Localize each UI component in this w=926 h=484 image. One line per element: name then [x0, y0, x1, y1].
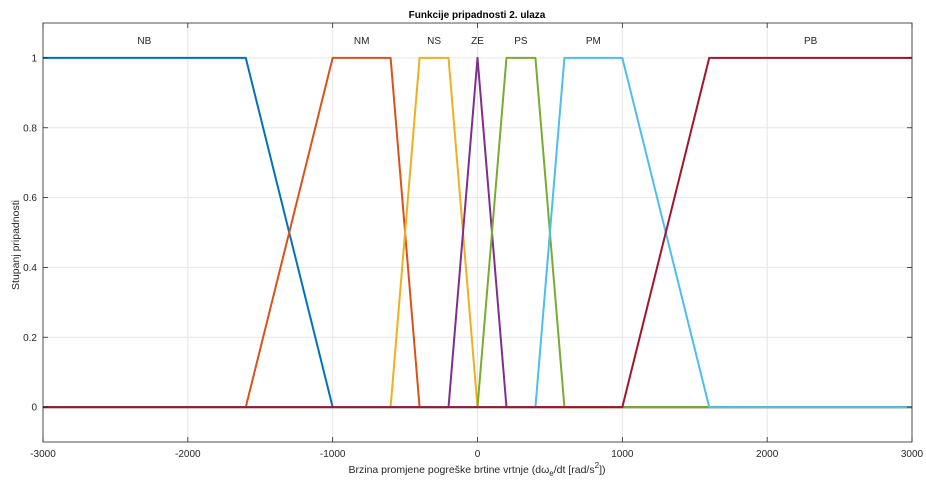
x-axis-label-end: ]) — [599, 464, 605, 476]
membership-labels: NB NM NS ZE PS PM PB — [137, 36, 817, 47]
mf-label-ns: NS — [427, 36, 441, 47]
x-axis-label: Brzina promjene pogreške brtine vrtnje (… — [349, 461, 606, 478]
x-tick-label: 3000 — [901, 449, 924, 460]
x-tick-label: 2000 — [756, 449, 779, 460]
y-axis-label: Stupanj pripadnosti — [10, 200, 22, 290]
x-tick-label: -3000 — [30, 449, 56, 460]
mf-label-pm: PM — [586, 36, 601, 47]
ticks: -3000 -2000 -1000 0 1000 2000 3000 0 0.2 0.4 0.6 0.… — [23, 23, 924, 460]
chart-title: Funkcije pripadnosti 2. ulaza — [409, 10, 546, 21]
mf-label-ps: PS — [514, 36, 528, 47]
x-tick-label: 0 — [475, 449, 481, 460]
x-tick-label: -2000 — [175, 449, 201, 460]
mf-label-ze: ZE — [471, 36, 484, 47]
y-tick-label: 0.2 — [23, 333, 37, 344]
x-axis-label-sup: 2 — [595, 461, 600, 470]
grid — [42, 23, 913, 442]
x-axis-label-main: Brzina promjene pogreške brtine vrtnje (… — [349, 464, 550, 476]
x-axis-label-sub: e — [549, 469, 554, 478]
mf-label-pb: PB — [804, 36, 818, 47]
y-tick-label: 0.8 — [23, 123, 37, 134]
y-tick-label: 0 — [31, 403, 37, 414]
series-layer — [43, 56, 912, 409]
mf-label-nm: NM — [354, 36, 370, 47]
y-tick-label: 0.6 — [23, 193, 37, 204]
x-tick-label: 1000 — [611, 449, 634, 460]
mf-label-nb: NB — [137, 36, 151, 47]
y-tick-label: 1 — [31, 53, 37, 64]
x-axis-label-mid: /dt [rad/s — [554, 464, 595, 476]
x-tick-label: -1000 — [320, 449, 346, 460]
y-tick-label: 0.4 — [23, 263, 37, 274]
series-pb-line — [43, 56, 912, 409]
